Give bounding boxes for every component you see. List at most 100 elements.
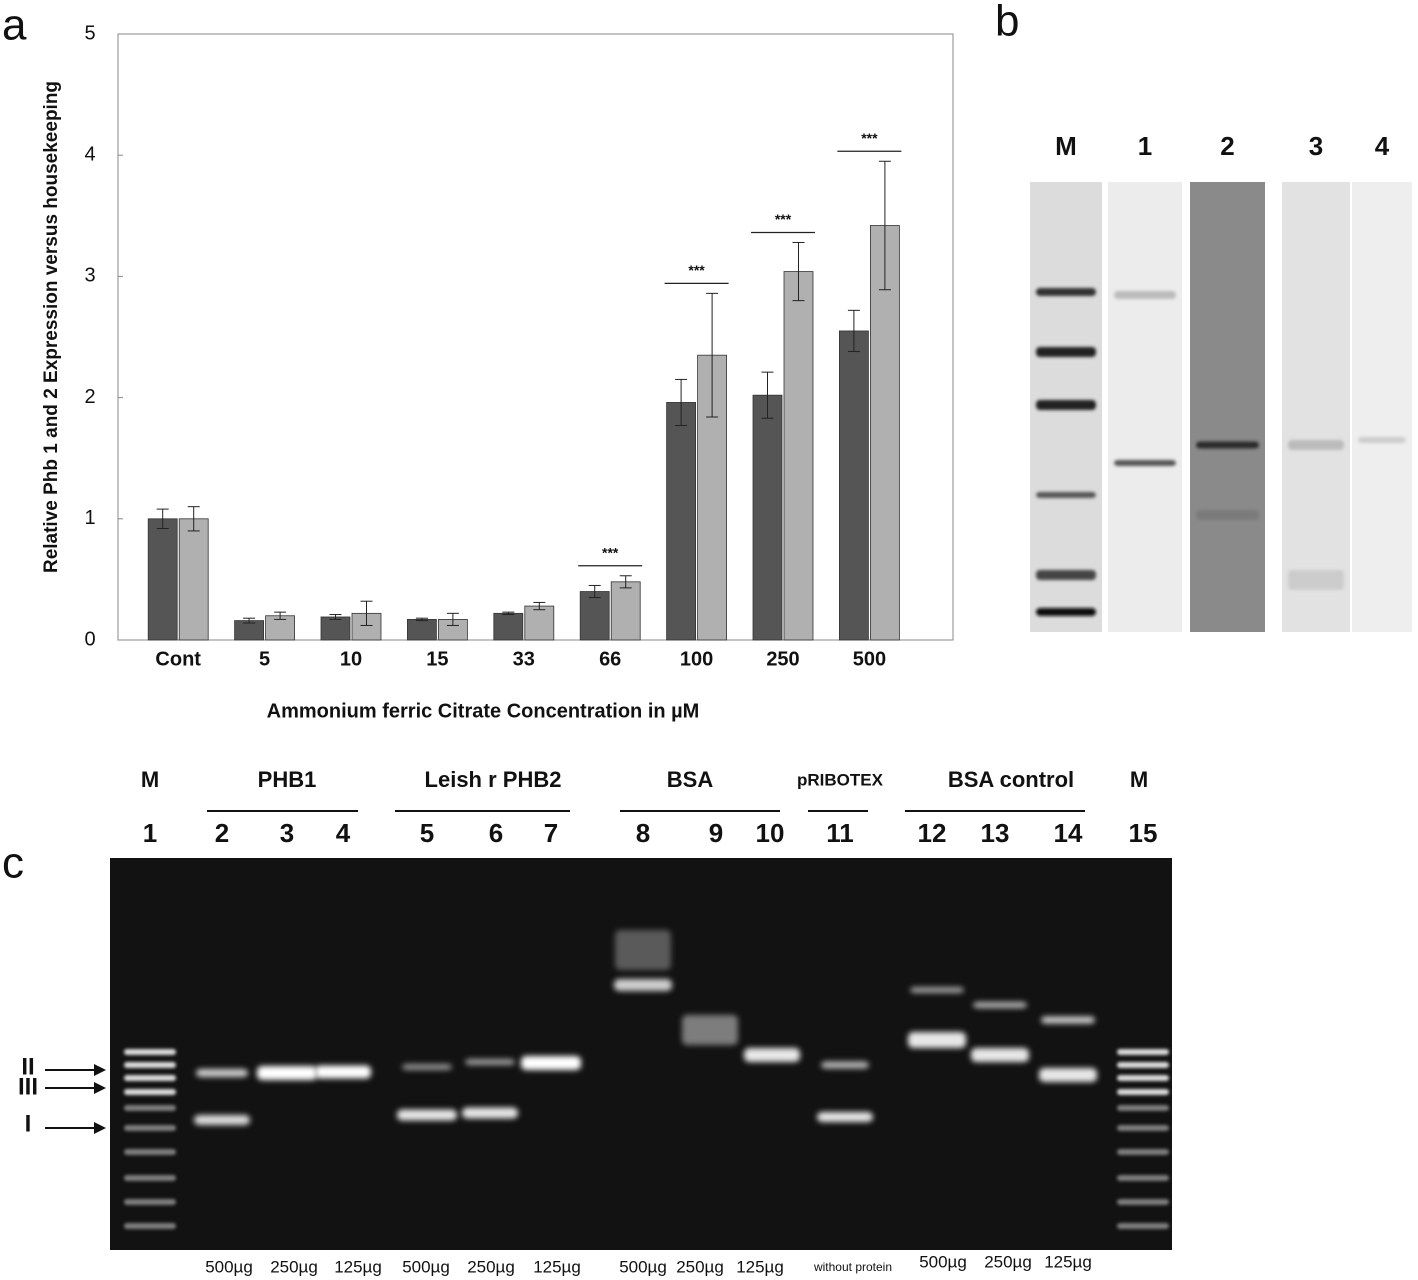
lane-number: 14 — [1054, 818, 1083, 848]
y-tick-label: 0 — [84, 628, 95, 650]
gel-band — [1196, 441, 1259, 449]
y-tick-label: 4 — [84, 143, 95, 165]
x-tick-label: 100 — [680, 648, 713, 670]
lane-label: 2 — [1220, 131, 1234, 161]
lane-number: 12 — [918, 818, 947, 848]
gel-band — [1036, 570, 1096, 580]
x-tick-label: 500 — [853, 648, 886, 670]
ladder-band — [124, 1199, 176, 1205]
gel-band — [315, 1065, 371, 1079]
gel-band — [465, 1059, 515, 1065]
gel-lane — [1282, 182, 1350, 632]
error-bar — [360, 600, 373, 626]
error-bar — [243, 617, 256, 624]
x-tick-label: 10 — [340, 648, 362, 670]
group-label: PHB1 — [258, 767, 317, 792]
panel-label: c — [2, 839, 24, 888]
y-tick-label: 5 — [84, 22, 95, 44]
x-axis-label: Ammonium ferric Citrate Concentration in… — [267, 700, 700, 722]
gel-band — [744, 1048, 800, 1062]
panel-label: b — [995, 0, 1019, 46]
dose-label: 250µg — [270, 1257, 318, 1276]
lane-label: 4 — [1375, 131, 1390, 161]
group-label: BSA — [667, 767, 714, 792]
gel-band — [1041, 1016, 1095, 1024]
significance-label: *** — [775, 211, 792, 227]
group-label: M — [141, 767, 159, 792]
error-bar — [619, 575, 632, 589]
bar — [666, 402, 696, 641]
group-label: Leish r PHB2 — [425, 767, 562, 792]
x-tick-label: 15 — [426, 648, 448, 670]
y-axis-label: Relative Phb 1 and 2 Expression versus h… — [41, 81, 62, 573]
x-tick-label: 250 — [766, 648, 799, 670]
y-tick-label: 1 — [84, 507, 95, 529]
y-tick-label: 3 — [84, 265, 95, 287]
ladder-band — [1117, 1105, 1169, 1111]
lane-number: 7 — [544, 818, 558, 848]
ladder-band — [124, 1062, 176, 1068]
lane-number: 13 — [981, 818, 1010, 848]
ladder-band — [124, 1125, 176, 1131]
dose-label: 500µg — [205, 1257, 253, 1276]
gel-band — [615, 930, 671, 970]
error-bar — [502, 611, 515, 616]
gel-band — [402, 1064, 452, 1070]
gel-band — [682, 1015, 738, 1045]
gel-band — [521, 1056, 581, 1070]
x-tick-label: 66 — [599, 648, 621, 670]
gel-band — [908, 1032, 966, 1048]
gel-band — [973, 1002, 1027, 1008]
gel-band — [821, 1061, 869, 1069]
ladder-band — [124, 1075, 176, 1081]
gel-b: M 1 2 3 4 — [1030, 131, 1412, 632]
ladder-band — [1117, 1199, 1169, 1205]
error-bar — [878, 160, 891, 291]
x-tick-label: 5 — [259, 648, 270, 670]
dose-label: 500µg — [402, 1257, 450, 1276]
error-bar — [675, 378, 688, 426]
bar — [610, 581, 641, 641]
bar — [579, 591, 610, 641]
lane-number: 10 — [756, 818, 785, 848]
bar — [752, 394, 783, 641]
ladder-band — [124, 1175, 176, 1181]
ladder-band — [1117, 1075, 1169, 1081]
gel-band — [1036, 492, 1096, 498]
ladder-band — [1117, 1149, 1169, 1155]
ladder-band — [124, 1149, 176, 1155]
gel-band — [1036, 400, 1096, 410]
gel-lane — [1352, 182, 1412, 632]
dose-label: 250µg — [984, 1252, 1032, 1271]
lane-label: M — [1055, 131, 1077, 161]
gel-band — [462, 1107, 518, 1119]
lane-label: 1 — [1138, 131, 1152, 161]
gel-band — [1036, 288, 1096, 296]
ladder-band — [1117, 1049, 1169, 1055]
gel-band — [257, 1066, 317, 1080]
error-bar — [156, 508, 169, 529]
dose-label: 125µg — [1044, 1252, 1092, 1271]
error-bar — [415, 617, 428, 622]
error-bar — [187, 506, 200, 532]
gel-band — [397, 1109, 457, 1121]
x-tick-label: 33 — [513, 648, 535, 670]
y-tick-label: 2 — [84, 386, 95, 408]
significance-label: *** — [688, 262, 705, 278]
arrow-head — [94, 1122, 106, 1134]
ladder-band — [1117, 1223, 1169, 1229]
bar — [493, 612, 524, 641]
gel-band — [910, 987, 964, 993]
bar — [839, 330, 869, 641]
form-label: III — [18, 1073, 38, 1100]
ladder-band — [1117, 1125, 1169, 1131]
gel-band — [817, 1112, 873, 1122]
lane-number: 15 — [1129, 818, 1158, 848]
panel-label: a — [2, 1, 27, 50]
ladder-band — [124, 1223, 176, 1229]
dose-label: 125µg — [736, 1257, 784, 1276]
bar — [320, 616, 351, 641]
gel-band — [1358, 437, 1406, 443]
gel-band — [614, 979, 672, 991]
dose-label: 250µg — [676, 1257, 724, 1276]
